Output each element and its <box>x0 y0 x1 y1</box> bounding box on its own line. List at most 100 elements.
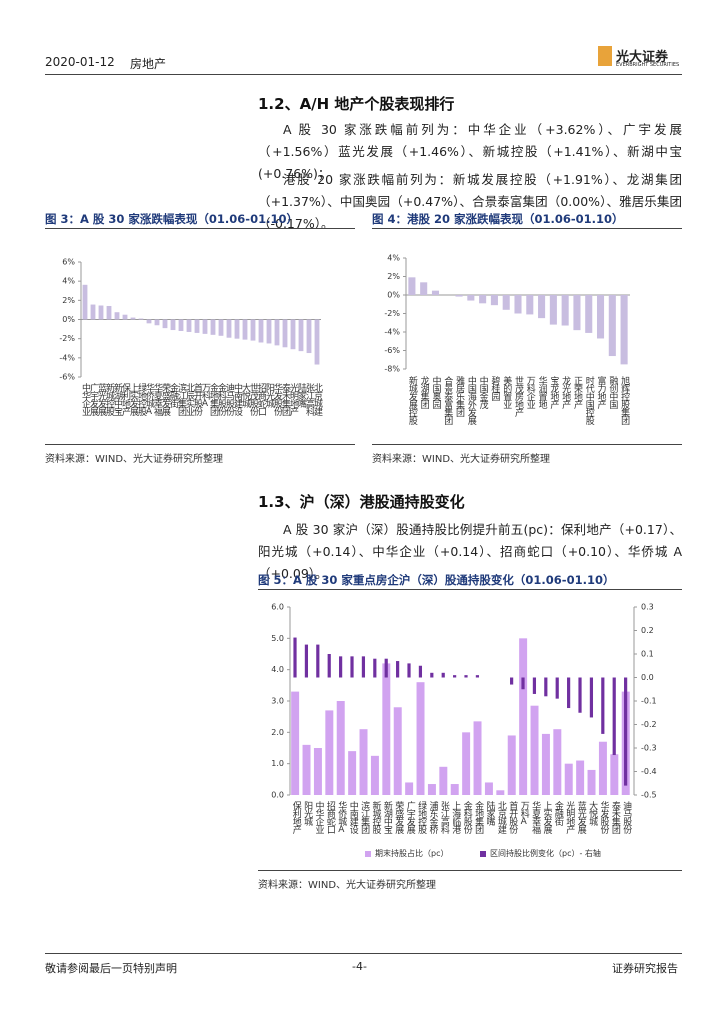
bar <box>336 701 345 795</box>
logo-text: 光大证券 <box>616 50 669 65</box>
bar <box>242 319 248 340</box>
x-tick-label: 雅居乐集团 <box>454 376 465 416</box>
header-rule <box>45 74 682 75</box>
x-tick-label: 招商蛇口 <box>324 801 335 833</box>
y2-tick-label: 0.3 <box>641 603 654 612</box>
paragraph: 港股 20 家涨跌幅前列为：新城发展控股（+1.91%）、龙湖集团（+1.37%… <box>258 172 682 231</box>
legend-swatch <box>480 850 486 857</box>
bar <box>226 319 232 338</box>
chart: 4% 2% 0% -2% -4% -6% -8% 新城发展控股 龙湖集团 中国奥园 合景泰富集团 雅居… <box>372 230 682 440</box>
bar <box>564 763 573 795</box>
bar <box>521 677 525 690</box>
x-tick-label: 华夏幸福 <box>152 383 162 415</box>
bar <box>282 319 288 348</box>
rule <box>258 589 682 590</box>
bar <box>122 314 128 320</box>
x-tick-label: 上实发展 <box>541 801 552 833</box>
bar <box>598 741 607 795</box>
bar <box>291 691 300 795</box>
bar <box>393 707 402 795</box>
bar <box>479 295 487 304</box>
bar <box>510 677 514 685</box>
bar <box>304 644 309 678</box>
x-tick-label: 新湖中宝 <box>112 383 122 415</box>
section-title: 1.3、沪（深）港股通持股变化 <box>258 493 465 511</box>
x-tick-label: 大悦城 <box>240 383 250 407</box>
bar <box>407 663 411 678</box>
bar <box>441 672 445 678</box>
bar <box>561 295 569 326</box>
bar <box>316 644 320 678</box>
bar <box>532 677 537 694</box>
x-tick-label: 保利地产 <box>290 801 301 833</box>
x-tick-label: 荣盛发展 <box>393 801 404 833</box>
bar <box>370 755 379 795</box>
x-tick-label: 华侨城A <box>336 801 347 834</box>
y-tick-label: -6% <box>384 346 400 355</box>
x-tick-label: 正荣地产 <box>571 376 582 408</box>
y-tick-label: -6% <box>59 373 75 382</box>
bar <box>384 658 388 678</box>
x-tick-label: 世茂房地产 <box>513 376 523 416</box>
bar <box>439 766 448 795</box>
bar <box>475 675 480 678</box>
x-tick-label: 新城发展控股 <box>406 376 417 424</box>
x-tick-label: 新城控股 <box>370 801 381 833</box>
plot: 0.0 1.0 2.0 3.0 4.0 5.0 6.0 0.3 0.2 0.1 0.0 -0.1 -0.… <box>271 603 656 800</box>
x-tick-label: 陆家嘴 <box>484 801 495 825</box>
bar <box>234 319 240 339</box>
bar <box>502 295 510 310</box>
bar <box>549 295 557 325</box>
bar <box>596 295 605 339</box>
bar <box>490 295 498 306</box>
footer-left: 敬请参阅最后一页特别声明 <box>45 962 177 975</box>
bar <box>453 675 457 678</box>
y-tick-label: 0% <box>62 315 75 324</box>
x-tick-label: 阳光城 <box>264 383 274 407</box>
bar <box>306 319 312 354</box>
legend-item: 期末持股占比（pc） <box>365 848 448 859</box>
legend-label: 期末持股占比（pc） <box>375 849 449 858</box>
x-tick-label: 蓝光发展 <box>96 383 106 415</box>
rule <box>258 870 682 871</box>
bar <box>339 656 343 678</box>
x-tick-label: 泰禾集团 <box>280 383 290 415</box>
figure-title: 图 3：A 股 30 家涨跌幅表现（01.06-01.10） <box>45 212 298 226</box>
x-tick-label: 中国海外发展 <box>465 376 476 424</box>
x-tick-label: 世茂股份 <box>248 383 258 415</box>
bar <box>210 319 216 335</box>
rule <box>372 228 682 229</box>
bar <box>138 318 144 320</box>
x-tick-label: 招商蛇口 <box>256 383 266 415</box>
bar <box>514 295 522 314</box>
bar <box>359 729 368 795</box>
y2-tick-label: 0.2 <box>641 626 654 635</box>
bar <box>608 295 616 357</box>
bar <box>473 721 482 795</box>
x-tick-label: 中华企业 <box>80 383 90 415</box>
logo-en: EVERBRIGHT SECURITIES <box>616 62 680 68</box>
bar <box>348 751 357 795</box>
bar <box>274 319 280 346</box>
x-tick-label: 华发股份 <box>598 801 609 833</box>
bar <box>541 733 550 795</box>
x-tick-label: 宝龙地产 <box>548 376 559 408</box>
bar <box>427 784 436 795</box>
x-tick-label: 首开股份 <box>192 383 202 415</box>
bar <box>302 744 311 795</box>
bar <box>430 672 434 678</box>
y-tick-label: -4% <box>59 353 75 362</box>
x-tick-label: 美的置业 <box>501 376 512 408</box>
bar <box>416 682 425 795</box>
bar <box>484 782 493 795</box>
x-tick-label: 中国奥园 <box>430 376 441 408</box>
bar <box>610 754 619 795</box>
x-tick-label: 金地集团 <box>473 801 484 833</box>
bar <box>162 319 168 329</box>
bar <box>314 319 320 365</box>
bar <box>90 304 96 320</box>
bar <box>624 677 628 786</box>
x-tick-label: 中华企业 <box>313 801 324 833</box>
x-tick-label: 旭辉控股集团 <box>619 376 630 424</box>
y-tick-label: -8% <box>384 365 400 374</box>
